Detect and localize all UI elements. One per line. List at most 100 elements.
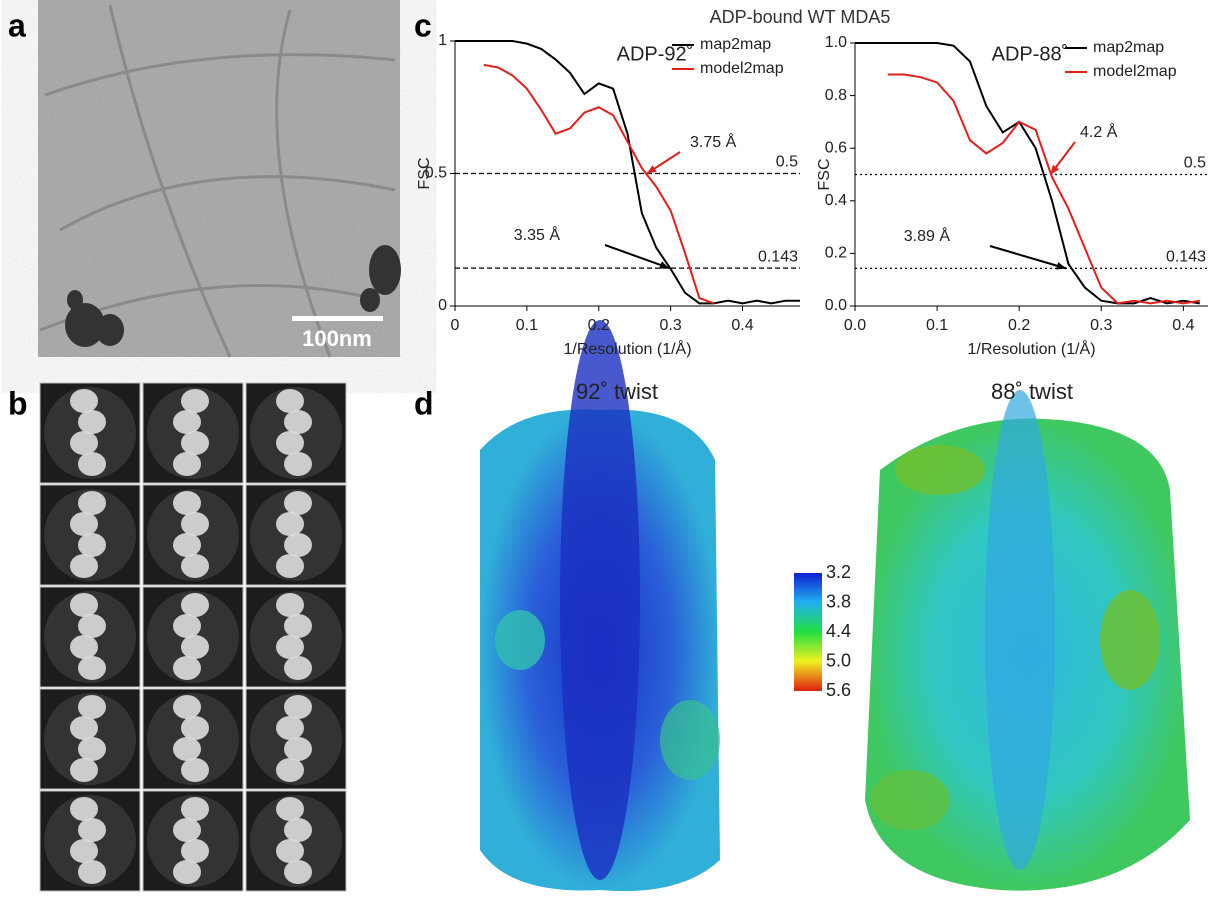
annotation: 4.2 Å	[1080, 122, 1118, 141]
class-density	[173, 818, 201, 842]
y-tick-label: 0.6	[825, 139, 847, 156]
map-title: 92˚ twist	[576, 379, 658, 404]
class-density	[276, 512, 304, 536]
reference-label: 0.143	[758, 248, 798, 265]
class-density	[276, 431, 304, 455]
x-tick-label: 0.4	[1172, 317, 1194, 334]
panel-label: b	[8, 385, 28, 421]
class-density	[78, 491, 106, 515]
map-title: 88˚ twist	[991, 379, 1073, 404]
arrow-head	[646, 165, 657, 174]
class-density	[78, 614, 106, 638]
panel-label: d	[414, 385, 434, 421]
class-density	[276, 635, 304, 659]
class-density	[276, 839, 304, 863]
x-tick-label: 0.0	[844, 317, 866, 334]
class-density	[284, 491, 312, 515]
class-density	[70, 758, 98, 782]
panel-label: a	[8, 7, 26, 43]
colorbar	[794, 573, 822, 691]
class-density	[181, 716, 209, 740]
density-map-92	[480, 320, 720, 892]
class-density	[78, 410, 106, 434]
class-density	[173, 860, 201, 884]
class-density	[70, 635, 98, 659]
class-density	[173, 656, 201, 680]
class-density	[173, 695, 201, 719]
class-density	[173, 410, 201, 434]
colorbar-tick-label: 5.6	[826, 680, 851, 700]
fsc-line	[887, 73, 1200, 305]
class-density	[276, 716, 304, 740]
y-tick-label: 0.2	[825, 245, 847, 262]
fsc-line	[455, 40, 800, 305]
reference-label: 0.5	[1184, 155, 1206, 172]
class-density	[284, 656, 312, 680]
annotation: 3.35 Å	[514, 225, 561, 244]
x-tick-label: 0.2	[588, 317, 610, 334]
x-tick-label: 0.2	[1008, 317, 1030, 334]
class-density	[276, 554, 304, 578]
panel-label: c	[414, 7, 432, 43]
class-density	[181, 389, 209, 413]
figure-title: ADP-bound WT MDA5	[710, 7, 891, 27]
class-density	[284, 818, 312, 842]
class-density	[181, 512, 209, 536]
class-density	[78, 533, 106, 557]
y-tick-label: 0.8	[825, 87, 847, 104]
class-density	[181, 839, 209, 863]
scale-bar-label: 100nm	[302, 326, 372, 351]
ice-contamination	[65, 245, 401, 347]
class-density	[173, 491, 201, 515]
class-density	[181, 758, 209, 782]
annotation: 3.89 Å	[904, 226, 951, 245]
reference-label: 0.143	[1166, 249, 1206, 266]
x-tick-label: 0.3	[1090, 317, 1112, 334]
class-density	[284, 737, 312, 761]
x-tick-label: 0.1	[516, 317, 538, 334]
class-density	[78, 656, 106, 680]
class-density	[70, 716, 98, 740]
x-axis-label: 1/Resolution (1/Å)	[967, 339, 1095, 358]
class-density	[181, 635, 209, 659]
x-axis-label: 1/Resolution (1/Å)	[563, 339, 691, 358]
chart-title: ADP-92˚	[617, 43, 694, 65]
y-tick-label: 0	[438, 297, 447, 314]
class-density	[181, 797, 209, 821]
y-axis-label: FSC	[416, 158, 433, 190]
class-averages	[39, 382, 347, 892]
legend-label: map2map	[1093, 39, 1164, 56]
annotation-arrow	[604, 244, 670, 270]
class-density	[284, 860, 312, 884]
colorbar-tick-label: 3.8	[826, 591, 851, 611]
class-density	[284, 533, 312, 557]
y-tick-label: 1	[438, 32, 447, 49]
class-density	[284, 452, 312, 476]
annotation-arrow	[989, 245, 1067, 270]
y-tick-label: 1.0	[825, 34, 847, 51]
x-tick-label: 0.1	[926, 317, 948, 334]
class-density	[181, 593, 209, 617]
x-tick-label: 0.3	[660, 317, 682, 334]
class-density	[276, 389, 304, 413]
legend-label: map2map	[700, 36, 771, 53]
class-density	[173, 737, 201, 761]
scale-bar	[292, 316, 383, 321]
reference-label: 0.5	[776, 154, 798, 171]
class-density	[70, 389, 98, 413]
class-density	[70, 554, 98, 578]
colorbar-tick-label: 4.4	[826, 621, 851, 641]
colorbar-tick-label: 5.0	[826, 650, 851, 670]
chart-title: ADP-88˚	[992, 43, 1069, 65]
class-density	[70, 431, 98, 455]
y-tick-label: 0.5	[425, 165, 447, 182]
y-axis-label: FSC	[816, 159, 833, 191]
density-map-88	[865, 390, 1190, 891]
class-density	[70, 839, 98, 863]
annotation: 3.75 Å	[690, 132, 737, 151]
class-density	[284, 410, 312, 434]
arrow-head	[1056, 262, 1066, 270]
class-density	[276, 797, 304, 821]
legend-label: model2map	[1093, 63, 1177, 80]
